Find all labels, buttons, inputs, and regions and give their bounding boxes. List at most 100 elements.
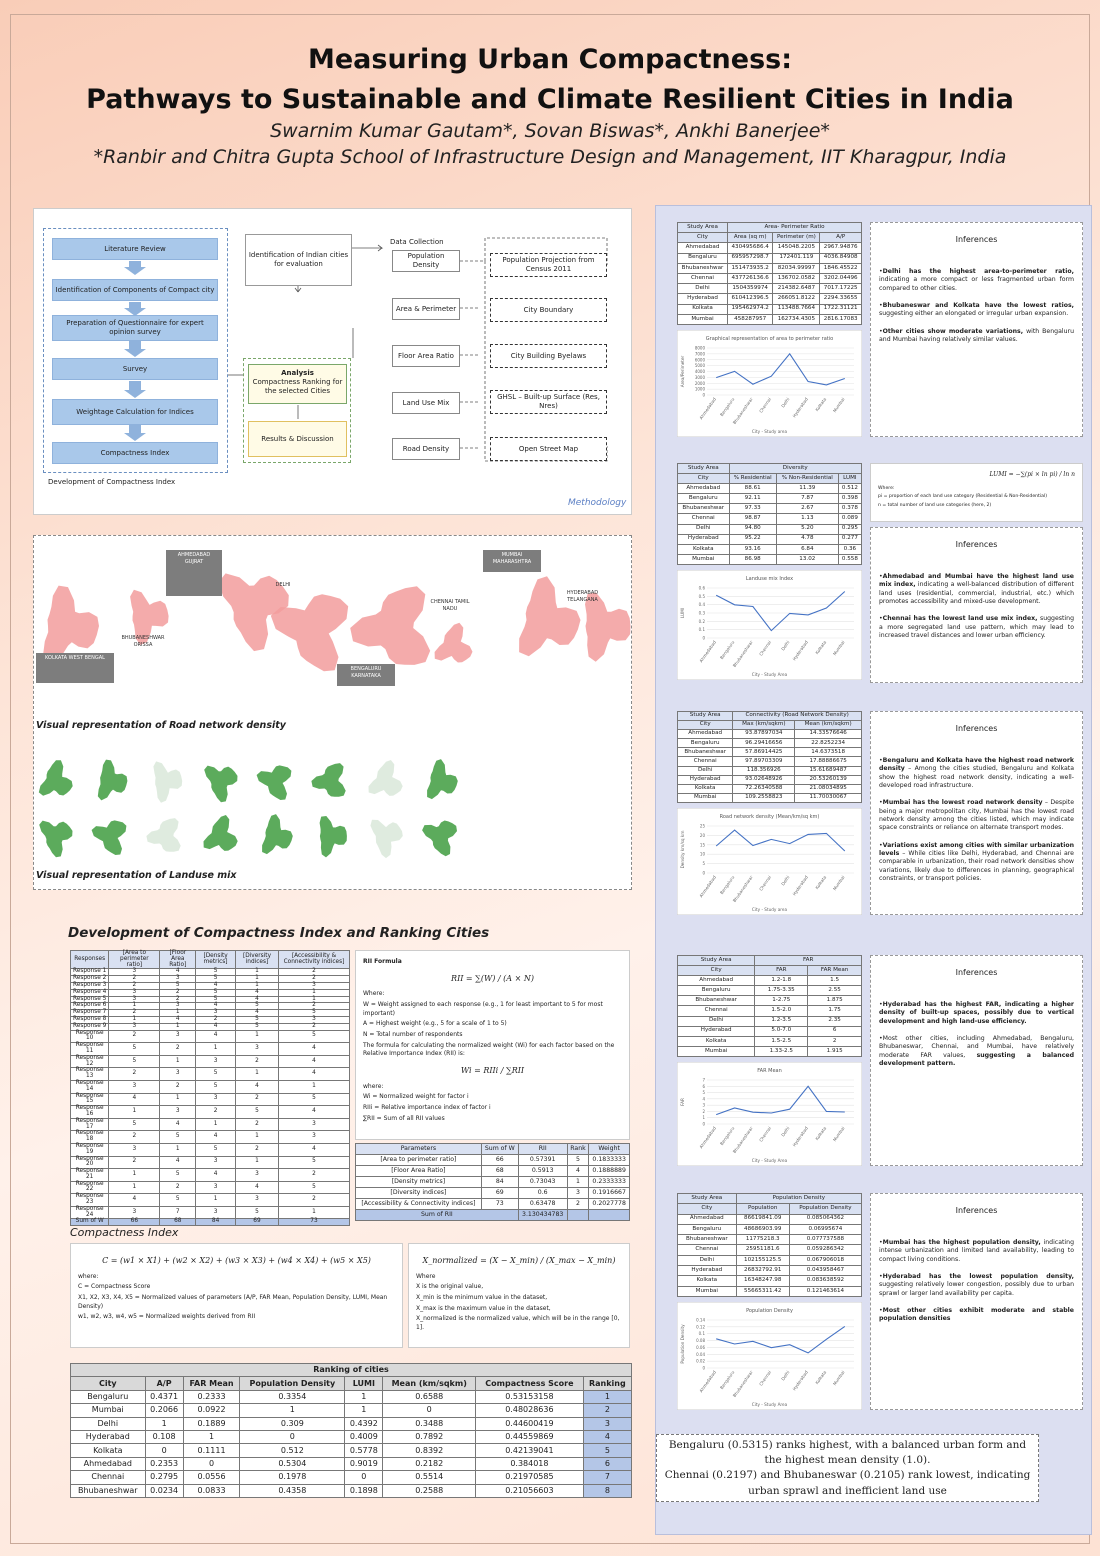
- table-cell: 96.29416656: [732, 738, 796, 749]
- table-cell: 1: [159, 1142, 197, 1157]
- y-tick-label: 5: [702, 861, 705, 866]
- table-cell: 4: [277, 1105, 351, 1119]
- group-cell: FAR: [754, 954, 862, 967]
- map-shape: [203, 815, 238, 851]
- table-cell: 3: [582, 1416, 633, 1431]
- table-cell: 95.22: [728, 533, 777, 545]
- map-shape: [370, 819, 403, 859]
- map-shape: [39, 820, 73, 858]
- table-cell: 48686903.99: [735, 1223, 790, 1236]
- table-row: Response 12 5 1 3 2 4: [69, 1054, 351, 1069]
- table-cell: Ahmedabad: [70, 1456, 146, 1472]
- inference-text: indicating a more compact or less fragme…: [879, 276, 1074, 292]
- table-row: Response 17 5 4 1 2 3: [69, 1117, 351, 1132]
- table-cell: 437726136.6: [726, 272, 774, 285]
- table-row: Bhubaneshwar 11775218.3 0.077737588: [677, 1234, 863, 1246]
- table-cell: 0.2795: [144, 1470, 184, 1485]
- ci-where: where:: [78, 1272, 99, 1280]
- table-cell: 4: [582, 1429, 633, 1445]
- map-shape: [256, 765, 292, 800]
- map-caption: Visual representation of Landuse mix: [36, 870, 237, 881]
- y-tick-label: 8000: [695, 346, 706, 351]
- column-header: City: [676, 720, 734, 731]
- table-cell: Kolkata: [677, 303, 728, 315]
- table-cell: 2: [234, 1054, 279, 1069]
- table-row: Chennai 437726136.6 136702.0582 3202.04496: [677, 272, 862, 285]
- table-cell: Response 23: [69, 1193, 110, 1207]
- table-cell: 11.39: [775, 483, 839, 495]
- table-cell: 6: [582, 1456, 633, 1472]
- table-cell: 93.16: [728, 543, 777, 555]
- table-row: Bhubaneshwar 0.0234 0.0833 0.4358 0.1898 0.25…: [70, 1483, 633, 1499]
- inference-text: Hyderabad has the lowest population dens…: [882, 1272, 1074, 1280]
- column-header: Compactness Score: [475, 1376, 584, 1391]
- table-cell: Bengaluru: [677, 252, 728, 264]
- chart-background: [677, 1062, 862, 1166]
- table-cell: Kolkata: [70, 1443, 146, 1458]
- y-tick-label: 7000: [695, 351, 706, 356]
- table-cell: 26832792.91: [735, 1265, 790, 1277]
- column-header: City: [70, 1376, 146, 1391]
- source-box: Population Projection from Census 2011: [490, 253, 607, 277]
- flow-step: Survey: [52, 358, 218, 380]
- rii-where: where:: [363, 1082, 384, 1090]
- flow-step: Compactness Index: [52, 442, 218, 464]
- x-axis-label: City - Study Area: [752, 672, 788, 677]
- table-cell: 0.5514: [382, 1470, 477, 1485]
- table-cell: 1.915: [807, 1045, 862, 1058]
- table-cell: 1: [195, 1117, 236, 1132]
- map-shape: [97, 759, 128, 801]
- table-cell: 0.083638592: [788, 1275, 863, 1287]
- table-cell: 1: [195, 1193, 236, 1207]
- column-header: City: [677, 232, 728, 244]
- table-row: [Diversity indices] 69 0.6 3 0.1916667: [355, 1187, 630, 1199]
- table-cell: 3202.04496: [819, 272, 862, 285]
- table-cell: 172401.119: [772, 252, 821, 264]
- source-box: Open Street Map: [490, 437, 607, 461]
- parameter-box: Land Use Mix: [392, 392, 460, 414]
- table-cell: Response 20: [69, 1155, 110, 1170]
- table-cell: 98.87: [728, 513, 777, 525]
- table-cell: 1722.31121: [819, 303, 862, 315]
- table-cell: 0.277: [837, 533, 863, 545]
- map-shape: [43, 585, 99, 663]
- group-cell: Population Density: [735, 1192, 863, 1205]
- sum-cell: Sum of W: [69, 1218, 110, 1227]
- maps: [38, 573, 631, 859]
- table-cell: Response 14: [69, 1079, 110, 1094]
- source-box: City Building Byelaws: [490, 344, 607, 368]
- parameter-box: Road Density: [392, 438, 460, 460]
- table-cell: 7: [582, 1470, 633, 1485]
- inferences-title: Inferences: [955, 235, 998, 244]
- table-cell: 0.384018: [475, 1456, 584, 1472]
- table-cell: Hyderabad: [676, 774, 734, 785]
- inference-point: •Hyderabad has the highest FAR, indicati…: [879, 1000, 1074, 1025]
- inference-text: Bhubaneswar and Kolkata have the lowest …: [882, 301, 1074, 309]
- table-cell: 2967.94876: [819, 242, 862, 254]
- column-header: RII: [517, 1143, 568, 1155]
- table-row: Response 10 2 3 4 1 5: [69, 1029, 351, 1044]
- group-row: Study Area FAR: [676, 954, 862, 967]
- chart-title: FAR Mean: [757, 1068, 782, 1074]
- rii-item: RIIi = Relative importance index of fact…: [363, 1104, 491, 1112]
- y-tick-label: 0.02: [696, 1359, 705, 1364]
- sum-row: Sum of W 66 68 84 69 73: [69, 1218, 351, 1227]
- table-row: Response 19 3 1 5 2 4: [69, 1142, 351, 1157]
- table-cell: 4: [195, 1130, 236, 1144]
- y-tick-label: 2: [702, 1109, 705, 1114]
- table-cell: 0.089: [837, 513, 863, 525]
- table-row: Delhi 118.356926 15.61689487: [676, 765, 862, 776]
- analysis-box: Analysis Compactness Ranking for the sel…: [248, 364, 347, 404]
- inference-text: suggesting a balanced development patter…: [879, 1051, 1074, 1067]
- table-cell: 1: [159, 1092, 197, 1107]
- table-cell: 1846.45522: [819, 262, 862, 274]
- empty-cell: [588, 1209, 630, 1221]
- table-cell: Mumbai: [677, 553, 730, 566]
- table-cell: 0.1898: [344, 1483, 384, 1499]
- table-cell: 25951181.6: [735, 1244, 790, 1256]
- authors: Swarnim Kumar Gautam*, Sovan Biswas*, An…: [270, 120, 830, 142]
- table-cell: 3: [234, 1168, 279, 1182]
- table-cell: 0.73043: [517, 1176, 568, 1188]
